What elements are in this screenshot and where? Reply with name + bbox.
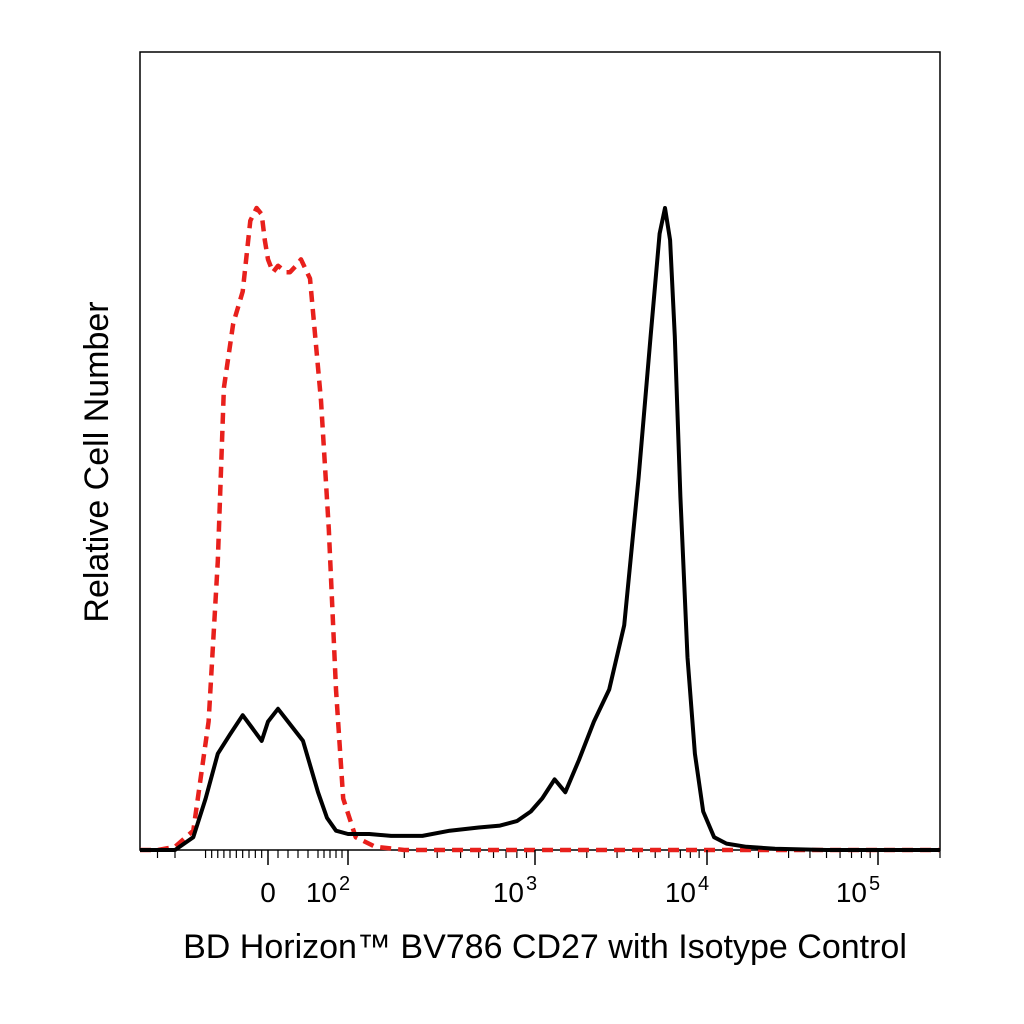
x-axis-minor-ticks	[156, 850, 941, 858]
plot-frame	[139, 51, 941, 851]
x-tick-label: 10 5	[836, 873, 880, 908]
isotype-control-line	[140, 205, 940, 853]
x-tick-label: 10 3	[493, 873, 537, 908]
x-axis-title: BD Horizon™ BV786 CD27 with Isotype Cont…	[183, 928, 907, 966]
y-axis-title: Relative Cell Number	[78, 301, 116, 622]
x-axis-tick-labels: 0 10 2 10 3 10 4 10 5	[260, 850, 880, 908]
x-tick-label: 0	[260, 877, 276, 908]
x-tick-label: 10 2	[306, 873, 350, 908]
x-tick-label: 10 4	[665, 873, 709, 908]
cd27-stained-line	[140, 206, 940, 852]
series-layer	[140, 205, 940, 853]
